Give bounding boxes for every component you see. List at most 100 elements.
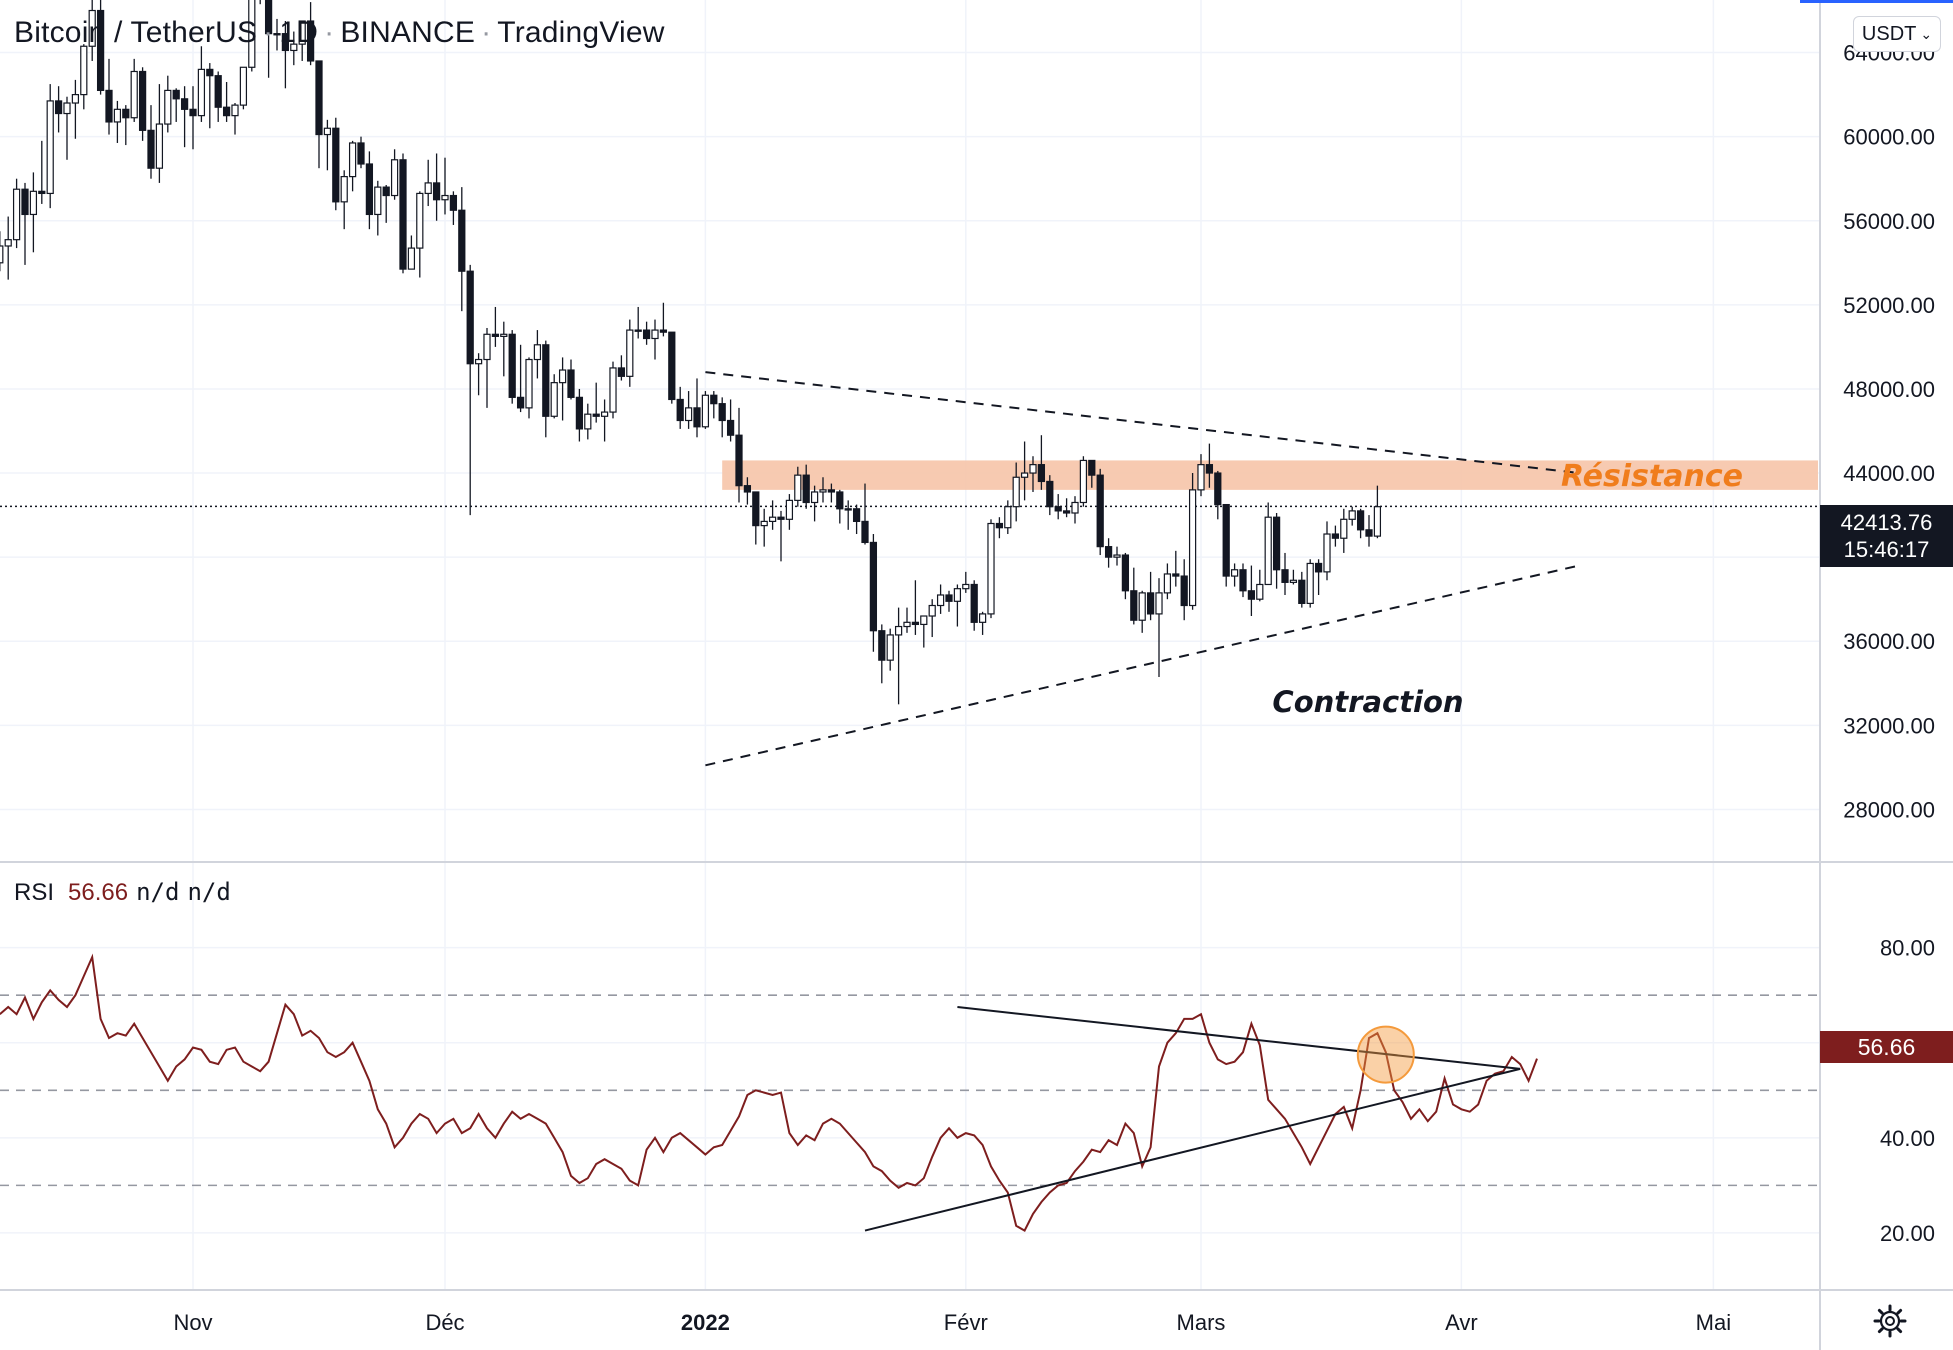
candle-body (1037, 464, 1046, 483)
candle-body (357, 142, 365, 165)
grid-lines (0, 0, 1820, 1290)
axis-labels: Nov Déc 2022 Févr Mars Avr Mai64000.0060000.00… (173, 41, 1935, 1335)
rsi-axis-label: 20.00 (1880, 1221, 1935, 1246)
candle-body (71, 94, 80, 104)
candle-body (29, 190, 38, 216)
price-trendline-upper (705, 371, 1580, 475)
candle-body (273, 33, 281, 36)
candle-body (306, 20, 315, 62)
rsi-label[interactable]: RSI (14, 879, 55, 906)
candle-body (1180, 575, 1188, 607)
candle-body (1071, 501, 1079, 514)
price-axis-label: 48000.00 (1843, 377, 1935, 402)
candle-body (1104, 546, 1113, 558)
candle-body (978, 613, 987, 623)
candle-body (416, 192, 424, 249)
candle-body (525, 358, 533, 409)
candle-body (214, 75, 222, 108)
candlestick-series (0, 0, 1382, 705)
price-axis-label: 28000.00 (1843, 797, 1935, 822)
rsi-current-tag: 56.66 (1820, 1031, 1953, 1063)
candle-body (684, 407, 693, 422)
candle-body (315, 60, 323, 136)
candle-body (180, 98, 189, 110)
candle-body (634, 329, 642, 332)
candle-body (962, 583, 970, 590)
candle-body (432, 182, 441, 201)
candle-body (474, 358, 483, 365)
candle-body (1264, 516, 1272, 586)
rsi-nd-2: n/d (187, 878, 231, 906)
candle-body (810, 491, 819, 504)
candle-body (844, 508, 852, 511)
candle-body (206, 68, 214, 77)
candle-body (1121, 554, 1130, 592)
candle-body (1188, 489, 1197, 607)
candle-body (500, 333, 508, 337)
candle-body (953, 588, 962, 602)
candle-body (1331, 533, 1340, 539)
candle-body (332, 127, 340, 203)
candle-body (458, 209, 466, 272)
currency-button[interactable]: USDT ⌄ (1853, 16, 1941, 52)
candle-body (1029, 464, 1037, 474)
candle-body (1138, 592, 1146, 621)
candle-body (1113, 554, 1121, 558)
candle-body (1088, 459, 1096, 476)
price-axis-label: 56000.00 (1843, 209, 1935, 234)
rsi-line (0, 953, 1538, 1232)
candle-body (508, 333, 516, 398)
time-axis-label: Févr (944, 1310, 988, 1335)
candle-body (281, 33, 290, 52)
rsi-trendline-lower (864, 1067, 1521, 1232)
price-axis-label: 52000.00 (1843, 293, 1935, 318)
candle-body (768, 516, 777, 523)
candle-body (1155, 592, 1163, 615)
candle-body (600, 411, 609, 417)
candle-body (424, 182, 432, 195)
candle-body (886, 634, 894, 661)
candle-body (1373, 506, 1382, 537)
candle-body (105, 89, 113, 123)
candle-body (1365, 529, 1373, 537)
candle-body (189, 108, 197, 117)
candle-body (46, 100, 54, 195)
candle-body (1163, 573, 1172, 594)
candle-body (441, 194, 449, 201)
candle-body (802, 474, 810, 504)
candle-body (626, 329, 634, 377)
candle-body (911, 621, 920, 626)
candle-body (676, 398, 684, 422)
candle-body (1205, 464, 1214, 474)
candle-body (1020, 472, 1029, 478)
candle-body (760, 520, 768, 527)
candle-body (172, 89, 180, 100)
candle-body (878, 630, 886, 661)
time-axis-label: Déc (425, 1310, 464, 1335)
interval-label[interactable]: 1D (279, 16, 319, 49)
time-axis-label: Mars (1177, 1310, 1226, 1335)
contraction-label: Contraction (1272, 685, 1463, 719)
gear-icon[interactable] (1872, 1303, 1908, 1339)
candle-body (1046, 480, 1054, 508)
candle-body (516, 396, 525, 409)
rsi-trendline-upper (957, 1006, 1521, 1070)
candle-body (920, 615, 928, 626)
candle-body (96, 9, 105, 92)
source-label: TradingView (497, 16, 665, 49)
exchange-label: BINANCE (340, 16, 476, 49)
candle-body (928, 604, 936, 617)
candle-body (836, 491, 844, 510)
time-axis-label: Nov (173, 1310, 212, 1335)
candle-body (1306, 562, 1314, 605)
candle-body (743, 485, 752, 493)
resistance-label: Résistance (1561, 459, 1743, 494)
symbol-name[interactable]: Bitcoin / TetherUS (14, 16, 258, 49)
current-price: 42413.76 (1840, 510, 1933, 535)
candle-body (735, 434, 743, 487)
candle-body (710, 394, 718, 405)
current-price-tag: 42413.76 15:46:17 (1820, 505, 1953, 567)
rsi-axis-label: 40.00 (1880, 1126, 1935, 1151)
